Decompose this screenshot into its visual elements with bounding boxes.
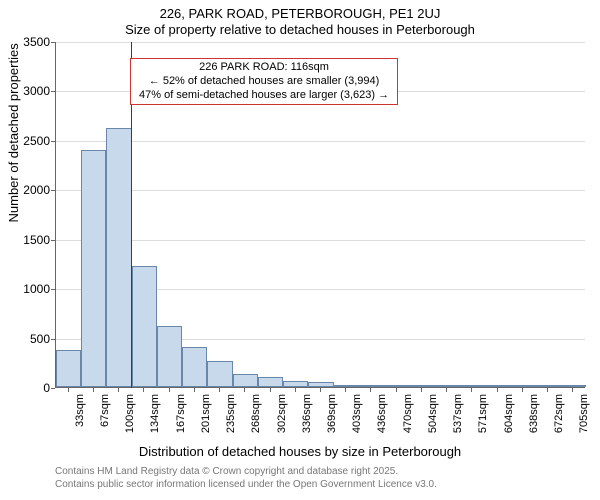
- x-axis-label: Distribution of detached houses by size …: [0, 444, 600, 459]
- x-tick-mark: [194, 388, 195, 392]
- x-tick-label: 33sqm: [74, 394, 86, 427]
- x-tick-label: 302sqm: [276, 394, 288, 433]
- x-tick-label: 235sqm: [225, 394, 237, 433]
- x-tick-mark: [421, 388, 422, 392]
- x-tick-label: 167sqm: [175, 394, 187, 433]
- annotation-box: 226 PARK ROAD: 116sqm ← 52% of detached …: [130, 58, 398, 105]
- x-tick-label: 134sqm: [149, 394, 161, 433]
- y-tick-label: 2000: [6, 183, 50, 197]
- y-tick-label: 500: [6, 332, 50, 346]
- x-tick-mark: [244, 388, 245, 392]
- x-tick-mark: [169, 388, 170, 392]
- histogram-bar: [359, 385, 384, 387]
- histogram-bar: [409, 385, 434, 387]
- y-tick-mark: [51, 388, 55, 389]
- chart-title-main: 226, PARK ROAD, PETERBOROUGH, PE1 2UJ: [0, 6, 600, 21]
- histogram-bar: [132, 266, 157, 387]
- footnote-1: Contains HM Land Registry data © Crown c…: [55, 466, 398, 477]
- histogram-bar: [182, 347, 207, 387]
- x-tick-label: 436sqm: [376, 394, 388, 433]
- x-tick-label: 67sqm: [99, 394, 111, 427]
- histogram-bar: [81, 150, 106, 387]
- annotation-line-2: ← 52% of detached houses are smaller (3,…: [139, 75, 389, 89]
- x-tick-mark: [446, 388, 447, 392]
- x-tick-label: 571sqm: [477, 394, 489, 433]
- x-tick-mark: [143, 388, 144, 392]
- x-tick-mark: [93, 388, 94, 392]
- histogram-bar: [536, 385, 561, 387]
- y-tick-label: 1000: [6, 282, 50, 296]
- x-tick-label: 100sqm: [124, 394, 136, 433]
- x-tick-mark: [370, 388, 371, 392]
- x-tick-mark: [396, 388, 397, 392]
- histogram-bar: [485, 385, 510, 387]
- x-tick-label: 336sqm: [301, 394, 313, 433]
- x-tick-label: 268sqm: [250, 394, 262, 433]
- x-tick-mark: [345, 388, 346, 392]
- x-tick-mark: [522, 388, 523, 392]
- annotation-line-1: 226 PARK ROAD: 116sqm: [139, 61, 389, 75]
- x-tick-label: 604sqm: [503, 394, 515, 433]
- x-tick-mark: [572, 388, 573, 392]
- y-tick-label: 0: [6, 381, 50, 395]
- histogram-bar: [207, 361, 232, 387]
- x-tick-mark: [270, 388, 271, 392]
- y-tick-label: 2500: [6, 134, 50, 148]
- x-tick-label: 705sqm: [578, 394, 590, 433]
- histogram-bar: [334, 385, 359, 387]
- histogram-bar: [233, 374, 258, 387]
- annotation-line-3: 47% of semi-detached houses are larger (…: [139, 89, 389, 103]
- x-tick-mark: [68, 388, 69, 392]
- histogram-bar: [510, 385, 535, 387]
- x-tick-mark: [471, 388, 472, 392]
- x-tick-mark: [219, 388, 220, 392]
- x-tick-label: 369sqm: [326, 394, 338, 433]
- x-tick-label: 537sqm: [452, 394, 464, 433]
- x-tick-mark: [497, 388, 498, 392]
- histogram-bar: [258, 377, 283, 387]
- chart-title-sub: Size of property relative to detached ho…: [0, 22, 600, 37]
- x-tick-label: 201sqm: [200, 394, 212, 433]
- x-tick-mark: [320, 388, 321, 392]
- histogram-bar: [384, 385, 409, 387]
- x-tick-mark: [118, 388, 119, 392]
- x-tick-label: 672sqm: [553, 394, 565, 433]
- x-tick-mark: [295, 388, 296, 392]
- histogram-bar: [435, 385, 460, 387]
- y-tick-label: 3000: [6, 84, 50, 98]
- histogram-bar: [460, 385, 485, 387]
- chart-container: 226, PARK ROAD, PETERBOROUGH, PE1 2UJ Si…: [0, 0, 600, 500]
- histogram-bar: [561, 385, 586, 387]
- y-tick-label: 1500: [6, 233, 50, 247]
- x-tick-label: 470sqm: [402, 394, 414, 433]
- histogram-bar: [106, 128, 131, 387]
- x-tick-label: 504sqm: [427, 394, 439, 433]
- x-tick-label: 638sqm: [528, 394, 540, 433]
- footnote-2: Contains public sector information licen…: [55, 479, 437, 490]
- histogram-bar: [56, 350, 81, 387]
- x-tick-label: 403sqm: [351, 394, 363, 433]
- histogram-bar: [283, 381, 308, 387]
- x-tick-mark: [547, 388, 548, 392]
- histogram-bar: [157, 326, 182, 387]
- y-tick-label: 3500: [6, 35, 50, 49]
- histogram-bar: [308, 382, 333, 387]
